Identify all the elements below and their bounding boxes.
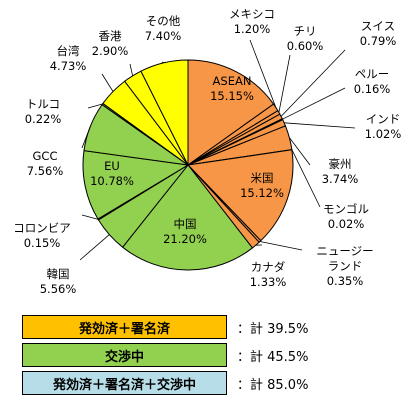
slice-18-value-text: 2.90% (92, 44, 129, 58)
legend-row-combined: 発効済＋署名済＋交渉中 ：計 85.0% (22, 370, 308, 396)
slice-4-name-text: ペルー (355, 67, 390, 81)
slice-14-wedge (82, 150, 190, 220)
slice-17-leader-line (101, 73, 114, 92)
slice-7-leader-line (291, 149, 321, 208)
slice-4-leader-line (282, 87, 346, 120)
slice-3-leader-line (280, 49, 346, 117)
slice-9-leader-line (259, 241, 303, 251)
slice-12-value-text: 5.56% (40, 282, 77, 296)
slice-17-name-text: 台湾 (57, 44, 80, 58)
slice-2-value-text: 0.60% (287, 39, 324, 53)
slice-6-value-text: 3.74% (322, 172, 359, 186)
slice-8-name-text: 米国 (251, 171, 274, 185)
slice-13-leader-line (81, 214, 99, 220)
legend-box-signed: 発効済＋署名済 (22, 315, 227, 339)
slice-18-name-text: 香港 (99, 29, 122, 43)
slice-5-leader-line (284, 122, 356, 129)
slice-8-wedge (186, 149, 294, 242)
slice-13-name-text: コロンビア (13, 221, 71, 235)
legend-total-negotiating: ：計 45.5% (237, 349, 309, 365)
slice-8-value-text: 15.12% (240, 186, 284, 200)
legend-row-signed: 発効済＋署名済 ：計 39.5% (22, 314, 308, 340)
slice-0-value-text: 15.15% (210, 89, 254, 103)
slice-7-value-text: 0.02% (328, 217, 365, 231)
slice-18-leader-line (129, 63, 133, 76)
slice-1-leader-line (249, 39, 277, 108)
slice-0-name-text: ASEAN (213, 74, 252, 88)
slice-14-name-text: EU (104, 159, 120, 173)
legend-row-negotiating: 交渉中 ：計 45.5% (22, 342, 308, 368)
slice-17-value-text: 4.73% (50, 59, 87, 73)
slice-17-label: 台湾4.73% (50, 44, 114, 92)
slice-2-name-text: チリ (294, 24, 317, 38)
slice-19-wedge (140, 59, 189, 166)
slice-11-wedge (121, 164, 254, 271)
legend-box-combined: 発効済＋署名済＋交渉中 (22, 371, 227, 395)
slice-6-leader-line (289, 137, 311, 166)
slice-9-name-text: ランド (328, 259, 363, 273)
slice-19-value-text: 7.40% (145, 29, 182, 43)
slice-5-value-text: 1.02% (365, 127, 402, 141)
slice-3-value-text: 0.79% (360, 34, 397, 48)
slice-0-wedge (187, 59, 275, 166)
slice-2-leader-line (278, 54, 291, 113)
slice-16-value-text: 0.22% (25, 112, 62, 126)
legend-total-signed: ：計 39.5% (237, 321, 309, 337)
legend-total-combined: ：計 85.0% (237, 377, 309, 393)
slice-1-name-text: メキシコ (229, 7, 275, 21)
slice-10-value-text: 1.33% (250, 275, 287, 289)
slice-2-label: チリ0.60% (278, 24, 324, 113)
slice-10-name-text: カナダ (251, 260, 286, 274)
slice-4-value-text: 0.16% (354, 82, 391, 96)
slice-18-label: 香港2.90% (92, 29, 133, 76)
slice-6-name-text: 豪州 (329, 157, 352, 171)
slice-1-value-text: 1.20% (234, 22, 271, 36)
slice-13-value-text: 0.15% (24, 236, 61, 250)
slice-11-name-text: 中国 (174, 217, 197, 231)
slice-16-leader-line (87, 103, 103, 109)
slice-9-value-text: 0.35% (327, 274, 364, 288)
slice-12-name-text: 韓国 (47, 267, 70, 281)
slice-11-value-text: 21.20% (163, 232, 207, 246)
slice-6-label: 豪州3.74% (289, 137, 359, 186)
slice-12-leader-line (79, 234, 110, 261)
slice-16-name-text: トルコ (26, 97, 60, 111)
slice-15-name-text: GCC (33, 149, 58, 163)
slice-14-value-text: 10.78% (90, 174, 134, 188)
slice-15-leader-line (81, 126, 91, 149)
slice-9-name-text: ニュージー (316, 244, 373, 258)
slice-7-name-text: モンゴル (323, 202, 369, 216)
slice-19-name-text: その他 (146, 14, 181, 28)
slice-12-label: 韓国5.56% (40, 234, 110, 296)
slice-5-name-text: インド (366, 112, 401, 126)
slice-3-name-text: スイス (361, 19, 395, 33)
slice-19-leader-line (161, 61, 164, 64)
legend-box-negotiating: 交渉中 (22, 343, 227, 367)
slice-15-value-text: 7.56% (27, 164, 64, 178)
